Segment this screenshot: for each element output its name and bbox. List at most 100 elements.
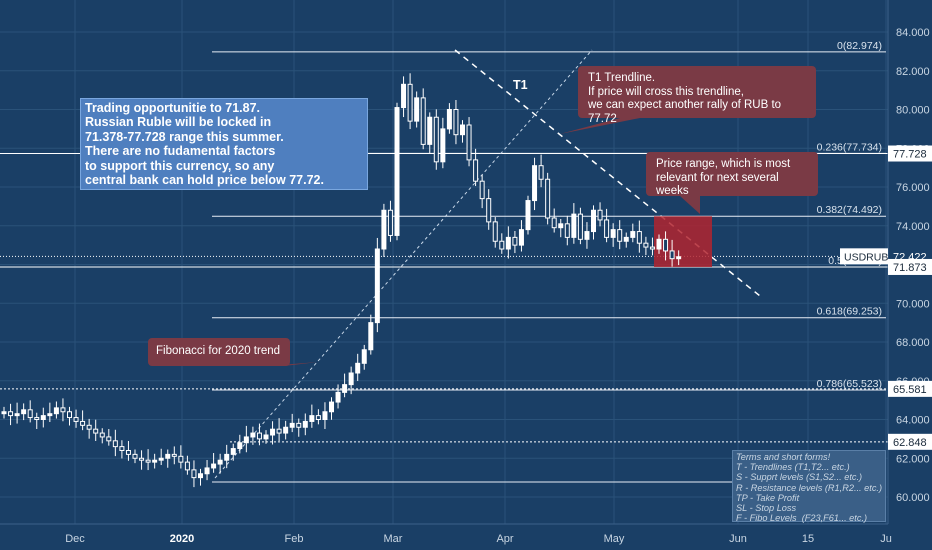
price-badge-label: 65.581 xyxy=(893,384,927,396)
price-badge xyxy=(888,433,932,450)
candle-body xyxy=(355,362,361,374)
x-tick-label: 2020 xyxy=(170,533,194,545)
x-tick-label: Ju xyxy=(880,533,892,545)
candle-body xyxy=(643,242,649,248)
candle-body xyxy=(427,116,433,145)
callout-line: If price will cross this trendline, xyxy=(588,85,744,98)
candle-body xyxy=(276,428,282,434)
candle-body xyxy=(374,248,380,324)
fibonacci-callout: Fibonacci for 2020 trend xyxy=(148,338,290,366)
candle-body xyxy=(623,236,629,242)
candle-body xyxy=(86,424,92,430)
candle-body xyxy=(348,372,354,386)
candle-body xyxy=(669,250,675,260)
candle-body xyxy=(433,116,439,163)
candle-body xyxy=(165,453,171,459)
price-badge-label: 71.873 xyxy=(893,262,927,274)
candle-body xyxy=(335,391,341,403)
candle-body xyxy=(656,238,662,250)
candle-body xyxy=(551,217,557,229)
trading-idea-note: Trading opportunitie to 71.87. Russian R… xyxy=(80,98,368,191)
x-tick-label: 15 xyxy=(802,533,814,545)
fibonacci-trend-line xyxy=(214,49,593,479)
candle-body xyxy=(466,124,472,161)
candle-body xyxy=(99,432,105,438)
candle-body xyxy=(584,231,590,240)
candle-body xyxy=(237,442,243,450)
candle-body xyxy=(289,422,295,428)
candle-body xyxy=(53,407,59,415)
candle-body xyxy=(453,109,459,136)
candle-body xyxy=(93,428,99,434)
candle-body xyxy=(132,453,138,459)
y-tick-label: 82.000 xyxy=(896,66,930,78)
candle-body xyxy=(663,238,669,252)
note-line: Trading opportunitie to 71.87. xyxy=(85,101,261,115)
candle-body xyxy=(446,109,452,130)
candle-body xyxy=(158,457,164,461)
x-tick-label: Apr xyxy=(496,533,513,545)
candle-body xyxy=(387,209,393,236)
candle-body xyxy=(60,407,66,413)
candle-body xyxy=(473,159,479,182)
candle-body xyxy=(407,83,413,122)
y-tick-label: 76.000 xyxy=(896,182,930,194)
candle-body xyxy=(191,469,197,479)
candle-body xyxy=(40,415,46,420)
candle-body xyxy=(217,459,223,465)
candle-body xyxy=(538,165,544,180)
symbol-badge xyxy=(840,248,888,265)
trendlines xyxy=(214,49,761,479)
candle-body xyxy=(604,219,610,238)
last-price-label: 72.422 xyxy=(893,251,927,263)
note-line: central bank can hold price below 77.72. xyxy=(85,173,324,188)
candle-body xyxy=(21,409,27,415)
candle-body xyxy=(676,256,682,260)
candle-body xyxy=(184,461,190,471)
x-tick-label: May xyxy=(604,533,625,545)
candle-body xyxy=(80,420,86,426)
price-badge-label: 77.728 xyxy=(893,149,927,161)
candle-body xyxy=(27,409,33,419)
note-line: There are no fudamental factors xyxy=(85,144,276,159)
candle-body xyxy=(224,453,230,461)
candle-body xyxy=(283,426,289,434)
candle-body xyxy=(204,467,210,475)
price-badge xyxy=(888,145,932,162)
terms-line: S - Supprt levels (S1,S2... etc.) xyxy=(736,472,863,483)
candle-body xyxy=(558,223,564,229)
y-tick-label: 68.000 xyxy=(896,337,930,349)
time-axis[interactable]: Dec 2020 Feb Mar Apr May Jun 15 Ju xyxy=(0,523,892,545)
candle-body xyxy=(73,417,79,422)
candle-body xyxy=(112,440,118,448)
candle-body xyxy=(636,231,642,244)
candle-body xyxy=(171,453,177,457)
candle-body xyxy=(198,473,203,479)
candle-body xyxy=(145,459,151,463)
candle-body xyxy=(512,236,518,246)
candle-body xyxy=(394,107,400,236)
y-tick-label: 70.000 xyxy=(896,298,930,310)
candle-body xyxy=(518,229,524,246)
x-tick-label: Jun xyxy=(729,533,747,545)
y-tick-label: 62.000 xyxy=(896,453,930,465)
candle-body xyxy=(630,231,636,238)
candle-body xyxy=(1,411,7,415)
range-callout-pointer xyxy=(680,196,700,214)
candle-body xyxy=(420,97,426,145)
price-axis[interactable]: 84.00082.00080.00078.00076.00074.00072.0… xyxy=(840,0,932,524)
candle-body xyxy=(270,428,276,436)
candle-body xyxy=(296,422,302,428)
range-box xyxy=(654,216,712,268)
candles xyxy=(1,73,682,488)
t1-trendline-callout: T1 Trendline. If price will cross this t… xyxy=(578,66,816,125)
fib-level-label: 0.236(77.734) xyxy=(817,141,882,153)
candle-body xyxy=(479,180,485,200)
fib-level-label: 0.382(74.492) xyxy=(817,204,882,216)
terms-line: Terms and short forms! xyxy=(736,452,831,462)
candle-body xyxy=(545,178,551,219)
candle-body xyxy=(505,236,511,250)
candle-body xyxy=(211,463,217,469)
y-tick-label: 64.000 xyxy=(896,415,930,427)
terms-line: SL - Stop Loss xyxy=(736,503,797,514)
